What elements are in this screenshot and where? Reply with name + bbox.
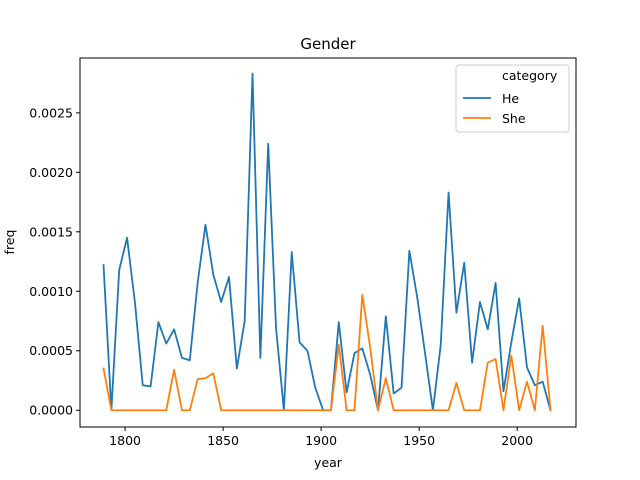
y-tick-label: 0.0005: [29, 343, 73, 358]
series-lines: [102, 72, 552, 412]
legend-title: category: [502, 68, 558, 83]
plot-area-frame: [79, 57, 577, 428]
series-line-she: [102, 293, 552, 412]
legend: category He She: [455, 64, 570, 133]
chart-title: Gender: [300, 35, 356, 53]
y-axis-label: freq: [2, 230, 17, 255]
x-tick-label: 2000: [501, 433, 533, 448]
y-tick-label: 0.0010: [29, 284, 73, 299]
x-tick-label: 1800: [109, 433, 141, 448]
y-axis: 0.0000 0.0005 0.0010 0.0015 0.0020 0.0025: [29, 105, 80, 418]
y-tick-label: 0.0000: [29, 403, 73, 418]
y-tick-label: 0.0025: [29, 105, 73, 120]
y-tick-label: 0.0015: [29, 224, 73, 239]
legend-box: [455, 64, 570, 133]
x-axis-label: year: [314, 455, 343, 470]
x-axis: 1800 1850 1900 1950 2000: [109, 427, 533, 448]
legend-label-he: He: [502, 91, 519, 106]
x-tick-label: 1850: [207, 433, 239, 448]
x-tick-label: 1950: [403, 433, 435, 448]
y-tick-label: 0.0020: [29, 165, 73, 180]
legend-label-she: She: [502, 111, 526, 126]
x-tick-label: 1900: [305, 433, 337, 448]
